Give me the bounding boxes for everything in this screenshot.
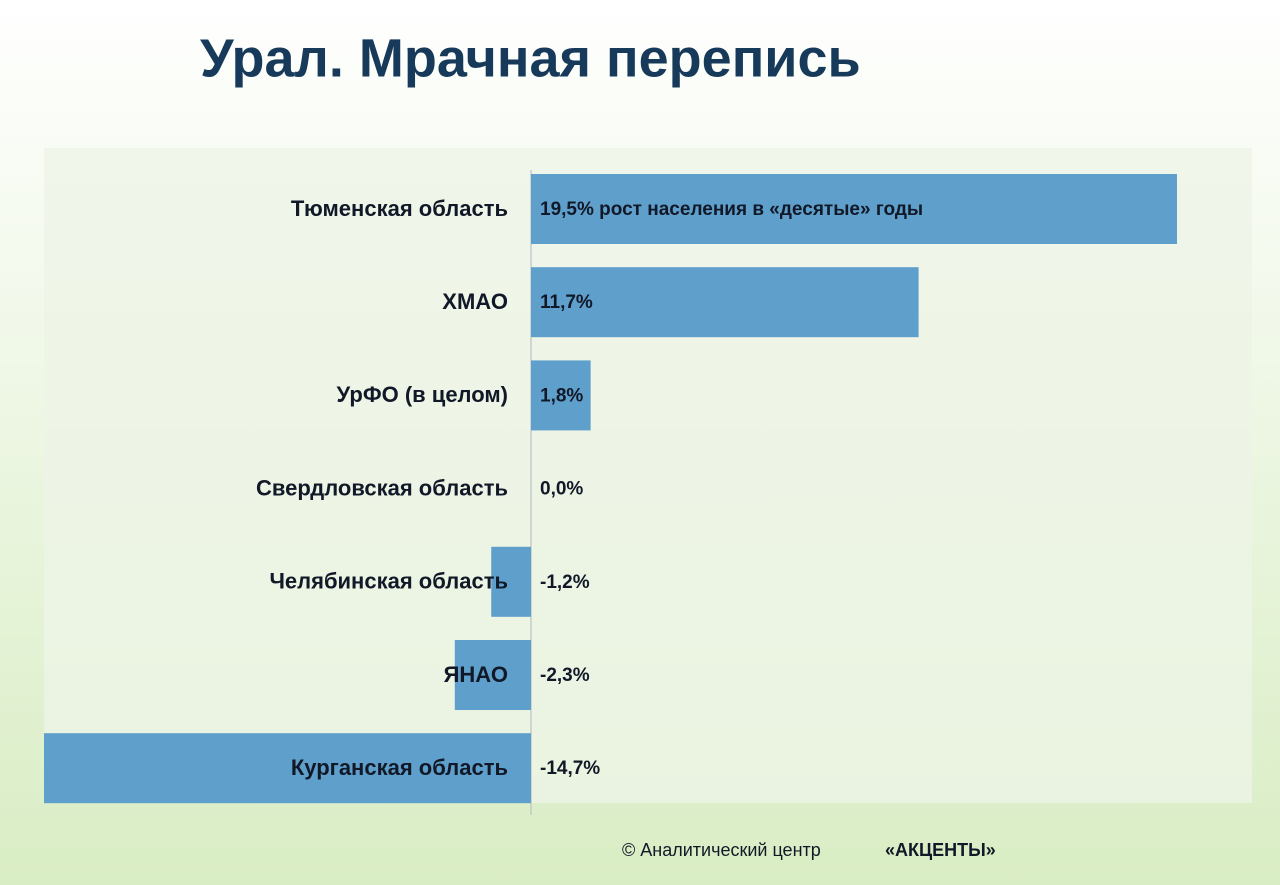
bar (531, 360, 591, 431)
category-label: УрФО (в целом) (337, 382, 508, 407)
bar (531, 174, 1177, 244)
category-label: Тюменская область (291, 196, 508, 221)
chart-title: Урал. Мрачная перепись (200, 28, 861, 88)
picture-panel (44, 148, 1252, 803)
bar (44, 733, 532, 804)
category-label: Курганская область (291, 755, 508, 780)
source-emphasis: «АКЦЕНТЫ» (885, 840, 996, 860)
value-label: -1,2% (540, 572, 590, 593)
category-label: Челябинская область (269, 569, 508, 594)
value-label: 0,0% (540, 479, 583, 500)
value-label: -2,3% (540, 665, 590, 686)
category-label: ЯНАО (444, 662, 508, 687)
category-label: Свердловская область (256, 475, 508, 500)
bar (454, 640, 531, 710)
value-label: 1,8% (540, 385, 583, 406)
value-label: 19,5% рост населения в «десятые» годы (540, 199, 923, 220)
value-label: 11,7% (540, 292, 593, 313)
value-label: -14,7% (540, 758, 600, 779)
bar (531, 267, 919, 338)
bar (491, 546, 531, 617)
source: © Аналитический центр (622, 840, 821, 860)
category-label: ХМАО (442, 289, 508, 314)
